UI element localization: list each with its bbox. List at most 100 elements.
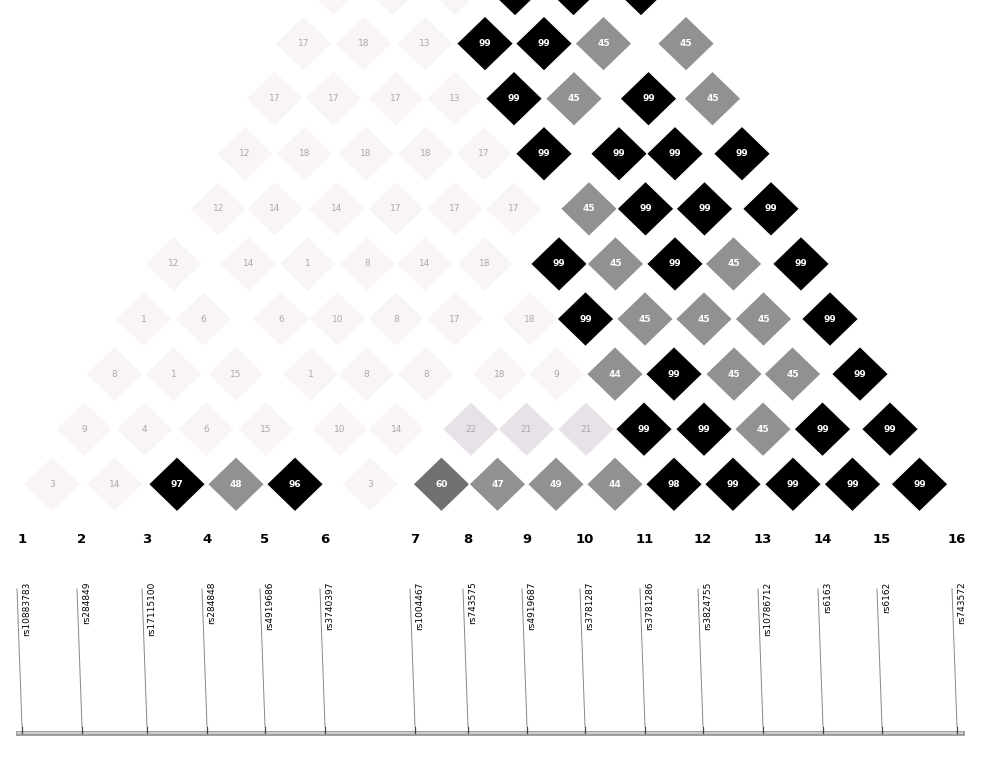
Polygon shape	[86, 347, 143, 402]
Polygon shape	[560, 181, 617, 236]
Text: 99: 99	[787, 480, 799, 489]
Text: 45: 45	[757, 314, 770, 324]
Text: 15: 15	[230, 369, 242, 379]
Polygon shape	[486, 71, 542, 126]
Polygon shape	[616, 291, 674, 347]
Text: 99: 99	[613, 149, 625, 158]
Text: 1: 1	[17, 533, 27, 545]
Polygon shape	[367, 181, 424, 236]
Text: 45: 45	[680, 39, 692, 48]
Text: 14: 14	[109, 480, 120, 489]
Text: 1: 1	[171, 369, 176, 379]
Text: 17: 17	[478, 149, 490, 158]
Text: 1: 1	[308, 369, 314, 379]
Polygon shape	[706, 347, 763, 402]
Text: 44: 44	[609, 480, 621, 489]
Text: 18: 18	[494, 369, 506, 379]
Polygon shape	[861, 402, 918, 457]
Text: 14: 14	[331, 204, 343, 213]
Text: 8: 8	[423, 369, 429, 379]
Text: 8: 8	[393, 314, 399, 324]
Polygon shape	[24, 457, 80, 512]
Text: 18: 18	[358, 39, 369, 48]
Polygon shape	[469, 457, 526, 512]
Text: 3: 3	[367, 480, 373, 489]
Text: 99: 99	[698, 425, 710, 434]
Text: 6: 6	[201, 314, 206, 324]
Polygon shape	[337, 126, 394, 181]
Polygon shape	[587, 236, 644, 291]
Text: rs743572: rs743572	[957, 581, 966, 624]
Polygon shape	[413, 457, 470, 512]
Polygon shape	[279, 236, 336, 291]
Polygon shape	[396, 16, 454, 71]
Text: 99: 99	[479, 39, 491, 48]
Polygon shape	[145, 347, 202, 402]
Polygon shape	[742, 181, 799, 236]
Text: 16: 16	[948, 533, 966, 545]
Text: 1: 1	[305, 259, 310, 269]
Text: rs10883783: rs10883783	[22, 581, 31, 636]
Text: rs6163: rs6163	[823, 581, 832, 613]
Text: 8: 8	[463, 533, 473, 545]
Polygon shape	[308, 181, 366, 236]
Text: 45: 45	[698, 314, 710, 324]
Text: 1: 1	[141, 314, 146, 324]
Text: 99: 99	[638, 425, 650, 434]
Text: 99: 99	[639, 204, 652, 213]
Polygon shape	[208, 347, 264, 402]
Text: 99: 99	[669, 259, 681, 269]
Text: 14: 14	[814, 533, 832, 545]
Text: 17: 17	[449, 204, 461, 213]
Text: 48: 48	[230, 480, 242, 489]
Text: 45: 45	[728, 369, 740, 379]
Text: rs3824755: rs3824755	[703, 581, 712, 630]
Polygon shape	[516, 126, 572, 181]
Text: 12: 12	[239, 149, 251, 158]
Text: 99: 99	[736, 149, 748, 158]
Text: 5: 5	[260, 533, 270, 545]
Polygon shape	[86, 457, 143, 512]
Polygon shape	[676, 402, 732, 457]
Text: 3: 3	[142, 533, 152, 545]
Text: 99: 99	[727, 480, 739, 489]
Polygon shape	[116, 402, 173, 457]
Text: 7: 7	[410, 533, 420, 545]
Polygon shape	[647, 236, 704, 291]
Text: 99: 99	[824, 314, 836, 324]
Polygon shape	[714, 126, 770, 181]
Polygon shape	[305, 71, 362, 126]
Polygon shape	[368, 291, 425, 347]
Text: 99: 99	[884, 425, 896, 434]
Text: 45: 45	[706, 94, 719, 103]
Polygon shape	[620, 71, 677, 126]
Text: 18: 18	[524, 314, 536, 324]
Polygon shape	[612, 0, 670, 16]
Text: 17: 17	[508, 204, 520, 213]
Text: 45: 45	[786, 369, 799, 379]
Polygon shape	[676, 181, 733, 236]
Polygon shape	[586, 347, 644, 402]
Text: rs6162: rs6162	[882, 581, 891, 613]
Polygon shape	[530, 236, 587, 291]
Text: 96: 96	[289, 480, 301, 489]
Polygon shape	[586, 457, 644, 512]
Text: rs1004467: rs1004467	[415, 581, 424, 630]
Polygon shape	[794, 402, 851, 457]
Text: 18: 18	[420, 149, 432, 158]
Text: 18: 18	[360, 149, 372, 158]
Text: rs3740397: rs3740397	[325, 581, 334, 630]
Text: 6: 6	[278, 314, 284, 324]
Polygon shape	[765, 457, 821, 512]
Polygon shape	[456, 16, 514, 71]
Text: 13: 13	[449, 94, 461, 103]
Text: 99: 99	[698, 204, 711, 213]
Text: 15: 15	[873, 533, 891, 545]
Text: 9: 9	[522, 533, 532, 545]
Text: 45: 45	[597, 39, 610, 48]
Polygon shape	[426, 291, 484, 347]
Polygon shape	[705, 236, 762, 291]
Text: rs743575: rs743575	[468, 581, 477, 624]
Text: 14: 14	[391, 425, 402, 434]
Polygon shape	[575, 16, 632, 71]
